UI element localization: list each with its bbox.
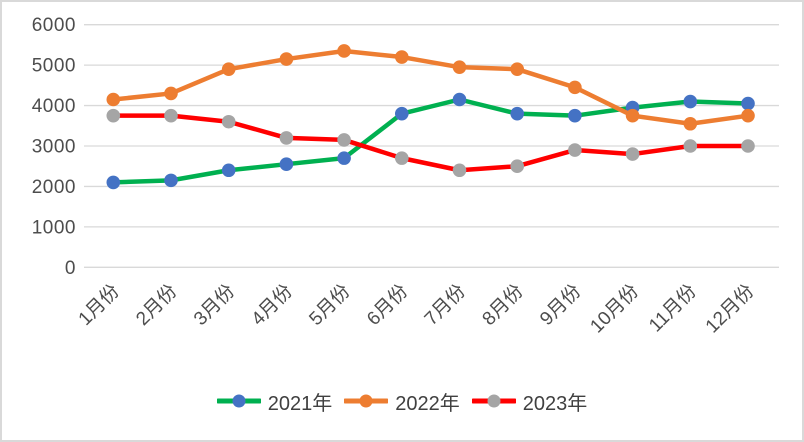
data-point-2023年-8月份 [510,159,524,174]
data-point-2023年-7月份 [452,163,467,178]
data-point-2022年-2月份 [164,86,178,101]
legend-label: 2023年 [522,392,588,415]
legend-item-2022: 2022年 [344,387,460,416]
data-point-2022年-11月份 [683,116,698,131]
data-point-2023年-4月份 [279,131,294,145]
data-point-2023年-10月份 [625,147,640,161]
data-point-2021年-2月份 [164,173,178,188]
data-point-2022年-8月份 [510,62,524,76]
legend-item-2021: 2021年 [216,387,333,416]
legend-line-dot-icon [471,394,516,408]
y-tick-label: 0 [65,258,76,279]
data-point-2021年-7月份 [452,92,467,107]
series-line-2022年 [111,48,751,127]
data-point-2023年-3月份 [221,114,236,129]
data-point-2021年-9月份 [568,108,582,123]
x-tick-label: 1月份 [74,280,124,330]
y-tick-label: 4000 [32,96,76,117]
legend-line-dot-icon [216,394,261,408]
data-point-2021年-1月份 [106,175,121,190]
x-tick-label: 9月份 [536,280,586,330]
data-point-2022年-5月份 [337,44,351,58]
data-point-2021年-6月份 [395,106,409,121]
data-point-2023年-12月份 [741,139,755,153]
data-point-2022年-1月份 [106,92,121,107]
data-point-2023年-1月份 [106,108,121,123]
data-point-2023年-5月份 [337,133,351,147]
data-point-2022年-12月份 [741,108,755,123]
data-point-2023年-11月份 [683,139,698,153]
data-point-2021年-8月份 [510,106,524,121]
data-point-2022年-6月份 [395,50,409,64]
x-tick-label: 7月份 [420,280,470,330]
data-point-2022年-7月份 [452,60,467,74]
data-point-2021年-12月份 [741,96,755,111]
y-tick-label: 3000 [32,137,76,158]
data-point-2022年-3月份 [221,62,236,76]
legend: 2021年 2022年 2023年 [2,386,802,416]
y-tick-label: 5000 [32,56,76,77]
x-tick-label: 12月份 [701,280,758,337]
x-tick-label: 8月份 [478,280,528,330]
x-tick-label: 4月份 [247,280,297,330]
y-tick-label: 2000 [32,177,76,198]
data-point-2022年-10月份 [625,108,640,123]
data-point-2021年-11月份 [683,94,698,109]
x-tick-label: 2月份 [132,280,182,330]
data-point-2021年-4月份 [279,157,294,171]
legend-label: 2022年 [395,392,460,415]
y-tick-label: 6000 [32,15,76,36]
data-point-2023年-2月份 [164,108,178,123]
x-tick-label: 10月份 [586,280,643,337]
x-tick-label: 11月份 [644,280,700,336]
data-point-2021年-3月份 [221,163,236,178]
legend-item-2023: 2023年 [471,387,588,416]
y-tick-label: 1000 [32,217,76,238]
x-tick-label: 6月份 [362,280,412,330]
data-point-2021年-5月份 [337,151,351,165]
data-point-2023年-9月份 [568,143,582,157]
series-line-2021年 [111,97,751,185]
legend-line-dot-icon [344,394,389,408]
x-tick-label: 5月份 [305,280,355,330]
data-point-2022年-9月份 [568,80,582,95]
x-tick-label: 3月份 [189,280,239,330]
data-point-2023年-6月份 [395,151,409,165]
legend-label: 2021年 [267,392,333,415]
data-point-2022年-4月份 [279,52,294,66]
series-line-2023年 [111,113,751,173]
